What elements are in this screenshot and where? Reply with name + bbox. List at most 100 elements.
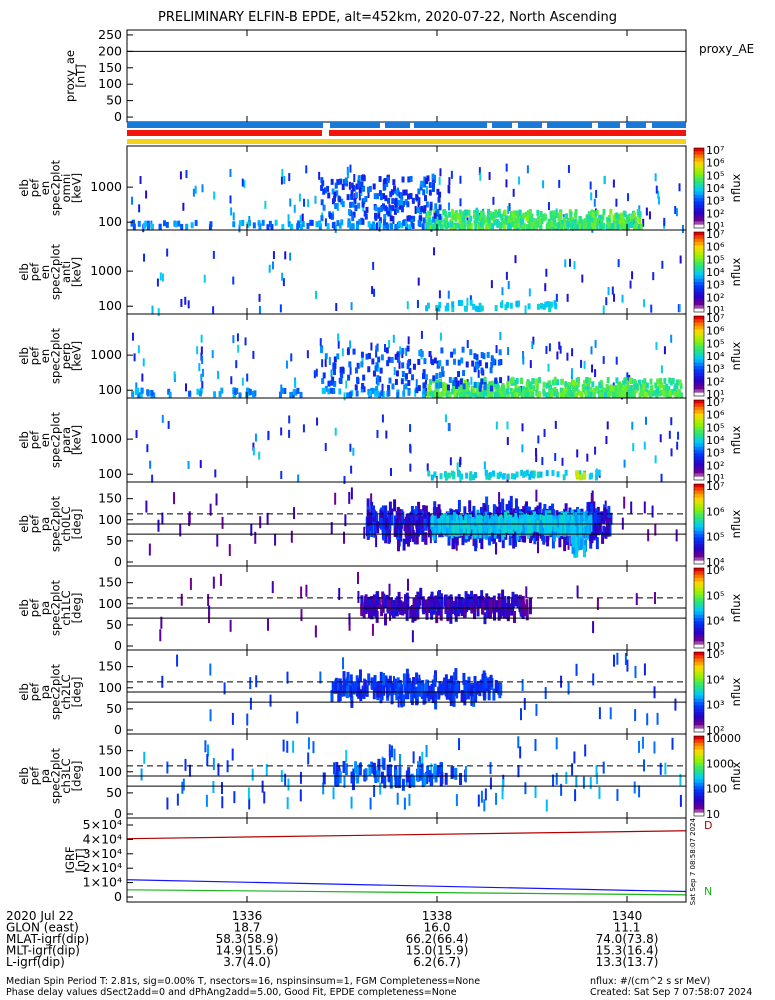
perp-spectrogram-cell (493, 392, 497, 399)
perp-spectrogram-cell (452, 380, 456, 387)
colorbar-6-cell (694, 628, 704, 632)
perp-spectrogram-cell (615, 377, 619, 384)
omni-spectrogram-cell (409, 175, 413, 182)
perp-spectrogram-cell (450, 351, 454, 358)
perp-spectrogram-cell (536, 392, 540, 399)
perp-spectrogram-cell (196, 388, 200, 395)
omni-spectrogram-cell (431, 173, 435, 180)
ch2lc-spectrogram-cell (415, 672, 419, 685)
perp-spectrogram-cell (571, 368, 574, 377)
para-spectrogram-cell (564, 469, 568, 476)
omni-spectrogram-cell (177, 220, 181, 227)
perp-spectrogram-cell (469, 349, 473, 356)
ch0lc-spectrogram-cell (451, 534, 455, 547)
omni-spectrogram-cell (512, 221, 516, 228)
perp-spectrogram-cell (336, 353, 340, 360)
colorbar-4-cell (694, 413, 704, 418)
ch0lc-spectrogram-cell (370, 493, 373, 506)
perp-spectrogram-cell (490, 355, 494, 362)
perp-spectrogram-cell (591, 381, 595, 388)
ch3lc-spectrogram-cell (412, 751, 415, 764)
perp-spectrogram-cell (466, 340, 469, 349)
ch0lc-spectrogram-cell (254, 531, 257, 544)
omni-spectrogram-cell (595, 189, 598, 198)
omni-spectrogram-cell (593, 222, 597, 229)
ch0lc-spectrogram-cell (396, 539, 400, 552)
anti-spectrogram-cell (268, 264, 271, 273)
perp-spectrogram-cell (418, 350, 422, 357)
colorbar-2-cell (694, 268, 704, 273)
ch1lc-spectrogram-cell (488, 597, 492, 610)
ch3lc-spectrogram-cell (430, 763, 433, 776)
perp-spectrogram-cell (473, 366, 477, 373)
ch0lc-spectrogram-cell (580, 511, 584, 524)
colorbar-2-cell (694, 278, 704, 283)
perp-spectrogram-cell (211, 350, 214, 359)
ch3lc-spectrogram-cell (307, 737, 310, 750)
omni-spectrogram-cell (232, 212, 235, 221)
omni-spectrogram-cell (458, 218, 462, 225)
omni-spectrogram-cell (397, 220, 401, 227)
ch3lc-spectrogram-cell (248, 797, 251, 810)
colorbar-4-cell (694, 406, 704, 411)
omni-spectrogram-cell (408, 224, 412, 231)
ch3lc-spectrogram-cell (382, 758, 386, 771)
para-spectrogram-cell (660, 473, 663, 482)
ch3lc-spectrogram-cell (372, 762, 376, 775)
para-spectrogram-cell (551, 469, 555, 476)
para-spectrogram-cell (135, 430, 138, 439)
ch1lc-spectrogram-cell (395, 604, 399, 617)
omni-spectrogram-cell (473, 219, 477, 226)
perp-spectrogram-cell (355, 390, 359, 397)
perp-spectrogram-cell (612, 385, 616, 392)
omni-spectrogram-cell (600, 223, 604, 230)
colorbar-1-tick-label: 10³ (706, 195, 724, 208)
perp-spectrogram-cell (534, 379, 538, 386)
para-spectrogram-cell (521, 423, 524, 432)
ch0lc-spectrogram-cell (452, 511, 456, 524)
perp-spectrogram-cell (236, 333, 239, 342)
ch2lc-spectrogram-cell (412, 683, 416, 696)
ch0lc-spectrogram-cell (343, 531, 346, 544)
para-spectrogram-cell (385, 430, 388, 439)
ch2lc-spectrogram-ytick-label: 50 (106, 701, 122, 716)
perp-spectrogram-cell (401, 347, 405, 354)
ch2lc-spectrogram-cell (231, 712, 234, 725)
omni-spectrogram-cell (678, 183, 681, 192)
perp-spectrogram-cell (631, 387, 635, 394)
perp-spectrogram-cell (375, 362, 379, 369)
ch3lc-spectrogram-cell (560, 783, 563, 796)
xaxis-row-label: 2020 Jul 22 (6, 909, 74, 923)
ch0lc-spectrogram-cell (643, 501, 646, 514)
omni-spectrogram-cell (331, 188, 335, 195)
omni-spectrogram-cell (504, 218, 508, 225)
colorbar-4-cell (694, 453, 704, 458)
omni-spectrogram-cell (417, 201, 420, 210)
perp-spectrogram-cell (252, 350, 255, 359)
ch2lc-spectrogram-cell (410, 690, 414, 703)
ch1lc-spectrogram-cell (208, 611, 211, 624)
omni-spectrogram-ylabel-line: elb (17, 179, 31, 197)
para-spectrogram-cell (149, 460, 152, 469)
perp-spectrogram-cell (513, 392, 517, 399)
ch0lc-spectrogram-cell (366, 526, 370, 539)
ch1lc-spectrogram-cell (267, 618, 270, 631)
ch2lc-spectrogram-cell (454, 668, 458, 681)
anti-spectrogram-ylabel-line: elb (17, 263, 31, 281)
colorbar-5-cell (694, 534, 704, 538)
ch1lc-spectrogram-cell (501, 589, 505, 602)
para-spectrogram-ylabel-line: elb (17, 431, 31, 449)
ch0lc-spectrogram-cell (485, 496, 489, 509)
perp-spectrogram-cell (445, 359, 449, 366)
ch0lc-spectrogram-cell (571, 527, 575, 540)
para-spectrogram-cell (506, 437, 509, 446)
ch2lc-spectrogram-cell (487, 681, 491, 694)
colorbar-2-cell (694, 252, 704, 256)
ch0lc-spectrogram-cell (564, 503, 568, 516)
omni-spectrogram-cell (528, 208, 532, 215)
perp-spectrogram-cell (401, 350, 404, 359)
perp-spectrogram-cell (333, 380, 337, 387)
perp-spectrogram-cell (285, 360, 288, 369)
anti-spectrogram-cell (500, 301, 504, 308)
colorbar-7-cell (694, 682, 704, 686)
